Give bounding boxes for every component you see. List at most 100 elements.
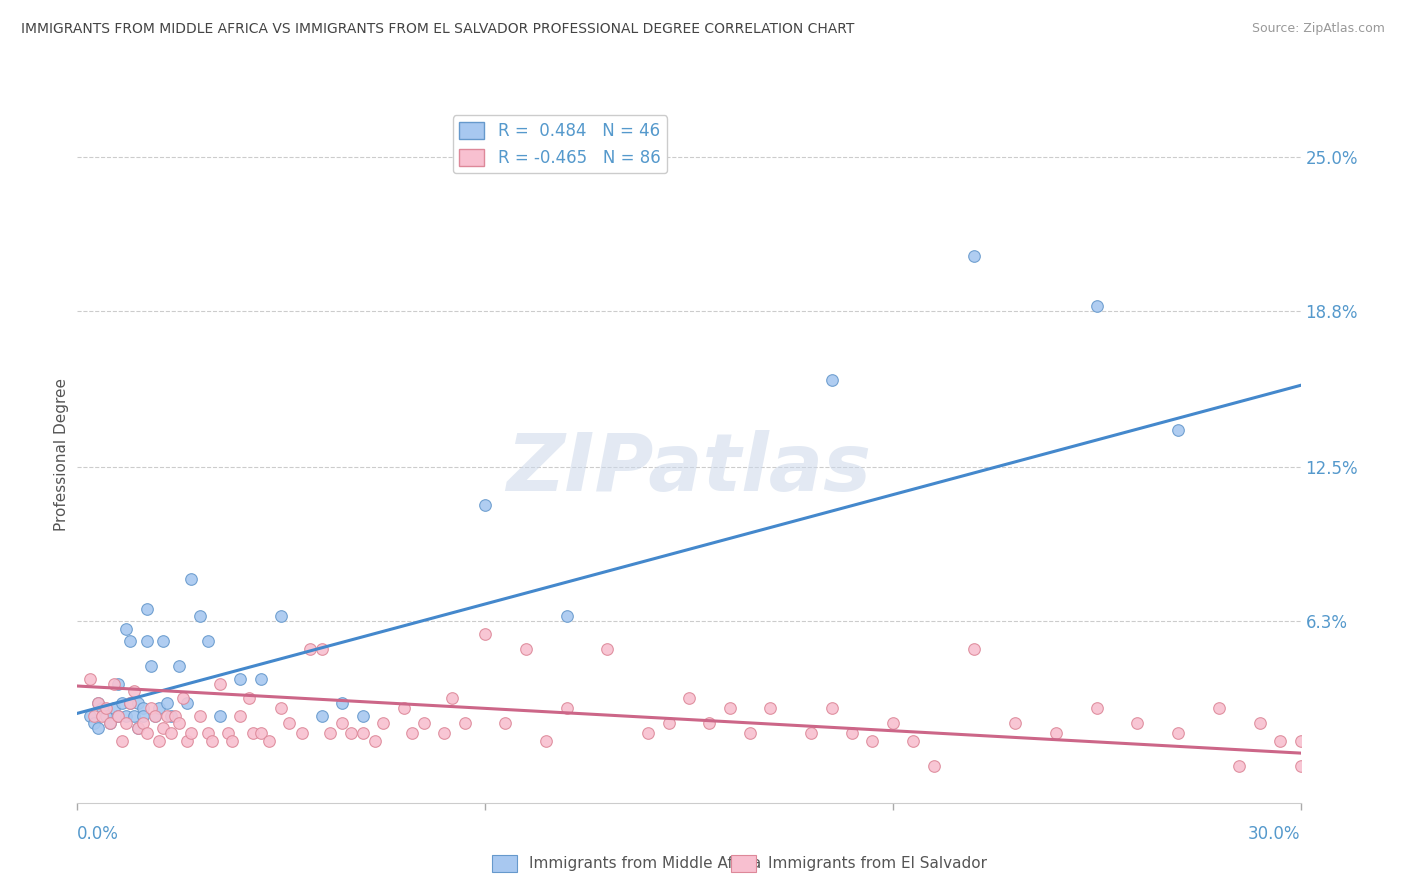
Point	[555, 609, 578, 624]
Point	[922, 758, 945, 772]
Point	[1085, 299, 1108, 313]
Point	[209, 708, 232, 723]
Point	[176, 733, 198, 747]
Point	[221, 733, 243, 747]
Legend: R =  0.484   N = 46, R = -0.465   N = 86: R = 0.484 N = 46, R = -0.465 N = 86	[453, 115, 666, 173]
Point	[131, 716, 153, 731]
Point	[107, 676, 129, 690]
Point	[862, 733, 884, 747]
Point	[821, 701, 844, 715]
Point	[474, 498, 496, 512]
Point	[139, 659, 162, 673]
Point	[152, 721, 174, 735]
Point	[165, 708, 187, 723]
Text: 30.0%: 30.0%	[1249, 825, 1301, 843]
Point	[1085, 701, 1108, 715]
Point	[79, 708, 101, 723]
Point	[156, 708, 179, 723]
Point	[740, 726, 762, 740]
Point	[257, 733, 280, 747]
Point	[821, 373, 844, 387]
Point	[536, 733, 558, 747]
Point	[135, 726, 157, 740]
Point	[474, 627, 496, 641]
Text: Immigrants from El Salvador: Immigrants from El Salvador	[768, 856, 987, 871]
Point	[270, 609, 292, 624]
Point	[83, 708, 105, 723]
Point	[229, 708, 252, 723]
Point	[135, 634, 157, 648]
Point	[169, 716, 191, 731]
Point	[678, 691, 700, 706]
Point	[128, 721, 150, 735]
Point	[1004, 716, 1026, 731]
Text: Immigrants from Middle Africa: Immigrants from Middle Africa	[529, 856, 761, 871]
Point	[156, 697, 179, 711]
Point	[188, 708, 211, 723]
Point	[111, 697, 134, 711]
Point	[139, 701, 162, 715]
Point	[841, 726, 863, 740]
Text: 0.0%: 0.0%	[77, 825, 120, 843]
Point	[352, 708, 374, 723]
Point	[238, 691, 260, 706]
Point	[658, 716, 681, 731]
Point	[143, 708, 166, 723]
Point	[250, 672, 273, 686]
Point	[131, 701, 153, 715]
Point	[217, 726, 239, 740]
Point	[1126, 716, 1149, 731]
Point	[1229, 758, 1251, 772]
Point	[107, 708, 129, 723]
Point	[128, 721, 150, 735]
Point	[148, 733, 170, 747]
Point	[107, 708, 129, 723]
Point	[332, 716, 354, 731]
Point	[1270, 733, 1292, 747]
Point	[963, 249, 986, 263]
Point	[332, 697, 354, 711]
Text: IMMIGRANTS FROM MIDDLE AFRICA VS IMMIGRANTS FROM EL SALVADOR PROFESSIONAL DEGREE: IMMIGRANTS FROM MIDDLE AFRICA VS IMMIGRA…	[21, 22, 855, 37]
Point	[87, 697, 110, 711]
Point	[229, 672, 252, 686]
Point	[169, 659, 191, 673]
Point	[128, 697, 150, 711]
Point	[555, 701, 578, 715]
Point	[180, 572, 202, 586]
Point	[392, 701, 415, 715]
Point	[364, 733, 387, 747]
Point	[596, 641, 619, 656]
Point	[882, 716, 904, 731]
Point	[515, 641, 537, 656]
Point	[278, 716, 301, 731]
Point	[115, 716, 138, 731]
Point	[401, 726, 423, 740]
Text: ZIPatlas: ZIPatlas	[506, 430, 872, 508]
Point	[98, 716, 121, 731]
Point	[454, 716, 477, 731]
Point	[176, 697, 198, 711]
Point	[270, 701, 292, 715]
Point	[291, 726, 314, 740]
Point	[131, 708, 153, 723]
Point	[718, 701, 741, 715]
Point	[87, 721, 110, 735]
Point	[250, 726, 273, 740]
Point	[90, 701, 112, 715]
Point	[94, 701, 117, 715]
Point	[98, 716, 121, 731]
Point	[441, 691, 464, 706]
Point	[87, 697, 110, 711]
Point	[124, 684, 146, 698]
Point	[319, 726, 342, 740]
Point	[371, 716, 394, 731]
Point	[94, 708, 117, 723]
Point	[759, 701, 782, 715]
Y-axis label: Professional Degree: Professional Degree	[53, 378, 69, 532]
Point	[120, 634, 142, 648]
Point	[160, 708, 183, 723]
Point	[135, 602, 157, 616]
Point	[1045, 726, 1067, 740]
Point	[495, 716, 517, 731]
Point	[188, 609, 211, 624]
